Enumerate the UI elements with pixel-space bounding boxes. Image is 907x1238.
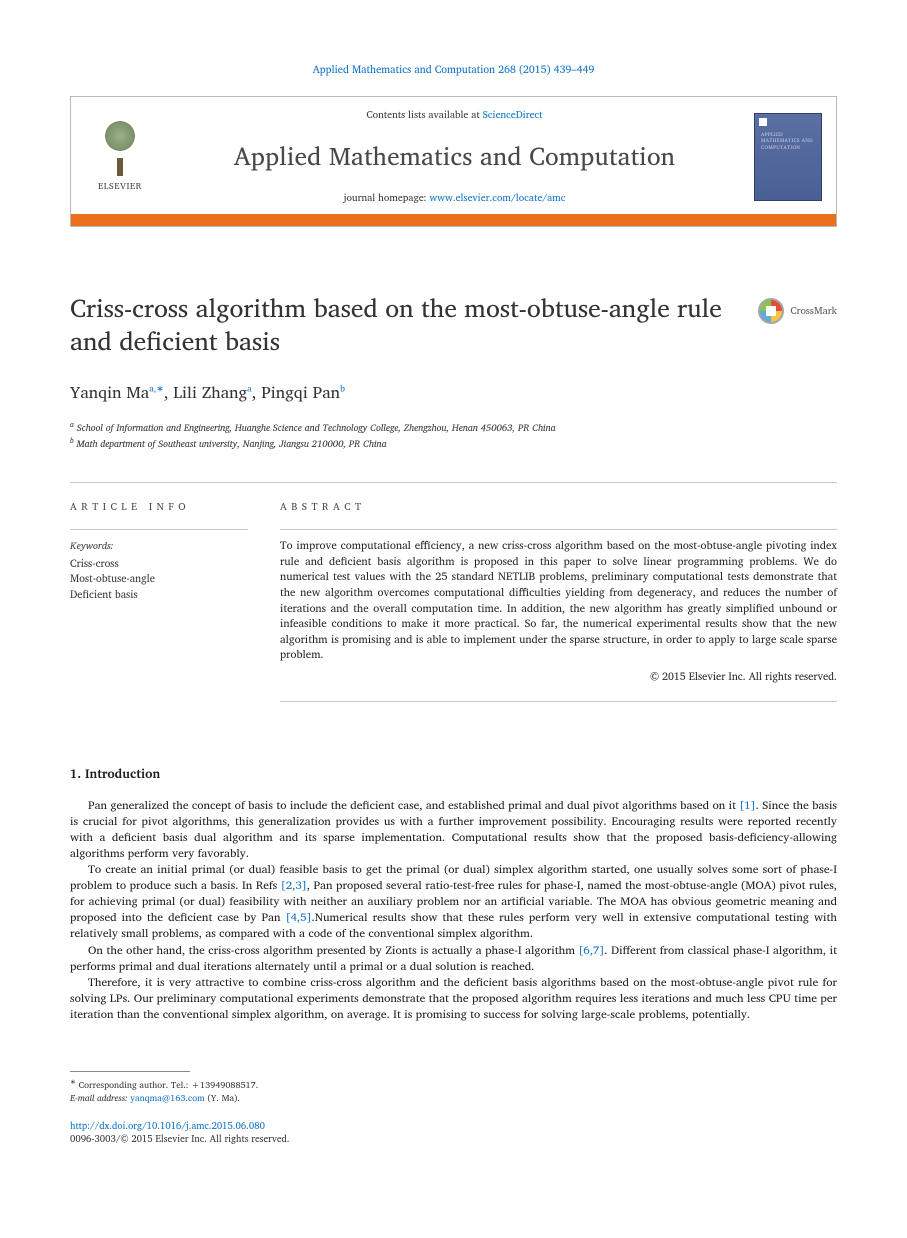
elsevier-wordmark: ELSEVIER <box>98 178 142 193</box>
email-label: E-mail address: <box>70 1090 128 1105</box>
page-root: Applied Mathematics and Computation 268 … <box>0 0 907 1187</box>
abstract-text: To improve computational efficiency, a n… <box>280 538 837 663</box>
sciencedirect-link[interactable]: ScienceDirect <box>483 107 543 123</box>
authors-line: Yanqin Maa,∗, Lili Zhanga, Pingqi Panb <box>70 379 837 406</box>
abstract-bottom-divider <box>280 701 837 702</box>
header-accent-bar <box>71 214 836 226</box>
journal-header: ELSEVIER Contents lists available at Sci… <box>70 96 837 227</box>
intro-body: Pan generalized the concept of basis to … <box>70 798 837 1023</box>
footer-block: http://dx.doi.org/10.1016/j.amc.2015.06.… <box>70 1120 837 1147</box>
email-author-suffix: (Y. Ma). <box>207 1090 240 1105</box>
affiliations: a School of Information and Engineering,… <box>70 420 837 452</box>
affiliation-b-text: Math department of Southeast university,… <box>77 437 387 452</box>
keywords-label: Keywords: <box>70 538 248 554</box>
intro-para-1: Pan generalized the concept of basis to … <box>70 798 837 861</box>
affiliation-a-text: School of Information and Engineering, H… <box>77 421 556 436</box>
article-title: Criss-cross algorithm based on the most-… <box>70 292 738 357</box>
intro-para-3: On the other hand, the criss-cross algor… <box>70 943 837 975</box>
running-head: Applied Mathematics and Computation 268 … <box>70 60 837 78</box>
article-info-heading: ARTICLE INFO <box>70 499 248 515</box>
homepage-link[interactable]: www.elsevier.com/locate/amc <box>429 190 565 206</box>
abstract-heading: ABSTRACT <box>280 499 837 515</box>
keyword-3: Deficient basis <box>70 587 248 602</box>
affiliation-b: b Math department of Southeast universit… <box>70 436 837 452</box>
affiliation-a: a School of Information and Engineering,… <box>70 420 837 436</box>
footnote-block: ∗ Corresponding author. Tel.: +139490885… <box>70 1078 837 1104</box>
journal-title: Applied Mathematics and Computation <box>165 135 744 176</box>
divider-top <box>70 482 837 483</box>
abstract-column: ABSTRACT To improve computational effici… <box>280 499 837 702</box>
intro-heading: 1. Introduction <box>70 764 837 784</box>
intro-para-4: Therefore, it is very attractive to comb… <box>70 975 837 1023</box>
email-line: E-mail address: yanqma@163.com (Y. Ma). <box>70 1092 837 1105</box>
homepage-prefix: journal homepage: <box>344 190 430 206</box>
cover-title-text: APPLIED MATHEMATICS AND COMPUTATION <box>761 132 821 152</box>
contents-prefix: Contents lists available at <box>366 107 482 123</box>
cover-badge-icon <box>759 118 767 126</box>
author-email-link[interactable]: yanqma@163.com <box>130 1090 205 1105</box>
crossmark-icon <box>758 298 784 324</box>
elsevier-tree-icon <box>92 120 148 176</box>
info-divider <box>70 529 248 530</box>
crossmark-label: CrossMark <box>790 303 837 319</box>
abstract-divider <box>280 529 837 530</box>
journal-cover-thumb: APPLIED MATHEMATICS AND COMPUTATION <box>754 113 822 201</box>
abstract-copyright: © 2015 Elsevier Inc. All rights reserved… <box>280 667 837 685</box>
footer-copyright: 0096-3003/© 2015 Elsevier Inc. All right… <box>70 1133 837 1146</box>
info-abstract-row: ARTICLE INFO Keywords: Criss-cross Most-… <box>70 499 837 702</box>
contents-list-line: Contents lists available at ScienceDirec… <box>165 107 744 123</box>
article-info-column: ARTICLE INFO Keywords: Criss-cross Most-… <box>70 499 248 702</box>
intro-para-2: To create an initial primal (or dual) fe… <box>70 862 837 941</box>
header-top-row: ELSEVIER Contents lists available at Sci… <box>71 97 836 214</box>
homepage-line: journal homepage: www.elsevier.com/locat… <box>165 190 744 206</box>
elsevier-logo: ELSEVIER <box>85 118 155 196</box>
header-center: Contents lists available at ScienceDirec… <box>155 107 754 206</box>
footnote-rule <box>70 1071 190 1072</box>
crossmark-badge[interactable]: CrossMark <box>758 298 837 324</box>
title-block: Criss-cross algorithm based on the most-… <box>70 292 837 357</box>
